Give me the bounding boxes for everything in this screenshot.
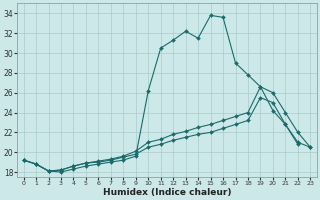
X-axis label: Humidex (Indice chaleur): Humidex (Indice chaleur) — [103, 188, 231, 197]
